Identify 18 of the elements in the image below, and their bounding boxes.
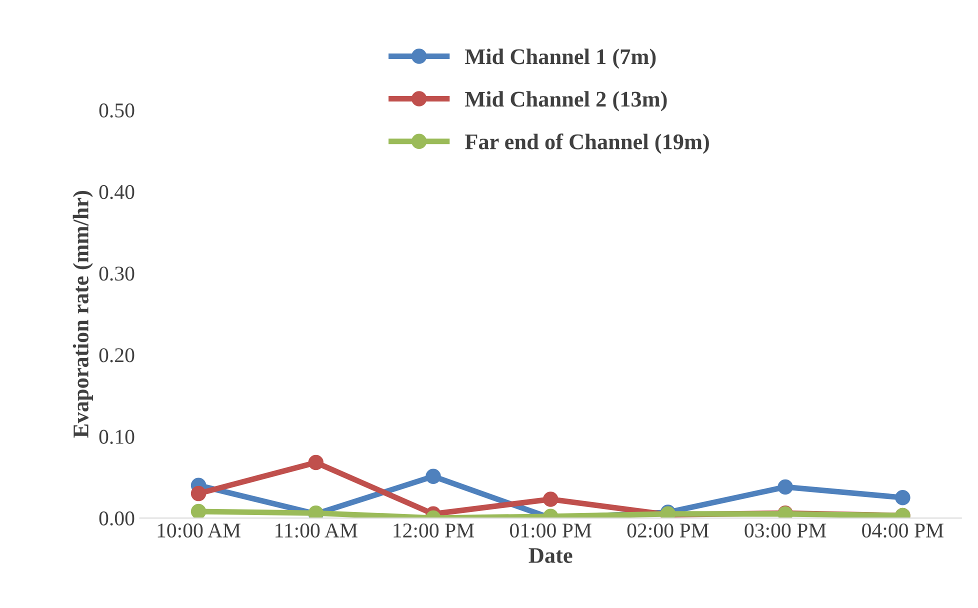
legend-label: Far end of Channel (19m) — [465, 133, 709, 154]
x-tick-label: 02:00 PM — [627, 523, 709, 538]
x-tick-label: 10:00 AM — [158, 523, 240, 538]
legend-label: Mid Channel 2 (13m) — [465, 91, 667, 112]
legend-label: Mid Channel 1 (7m) — [465, 48, 656, 69]
y-tick-label: 0.00 — [99, 511, 134, 526]
x-axis-title: Date — [528, 548, 572, 563]
x-tick-label: 12:00 PM — [394, 523, 474, 538]
y-tick-label: 0.10 — [99, 430, 134, 444]
y-axis-title: Evaporation rate (mm/hr) — [72, 190, 93, 438]
y-tick-label: 0.40 — [99, 185, 134, 200]
x-tick-label: 11:00 AM — [276, 523, 358, 538]
y-tick-label: 0.50 — [99, 103, 134, 118]
x-tick-label: 01:00 PM — [510, 523, 592, 538]
x-tick-label: 04:00 PM — [862, 523, 944, 538]
y-tick-label: 0.20 — [99, 348, 134, 362]
x-tick-label: 03:00 PM — [744, 523, 826, 538]
y-tick-label: 0.30 — [99, 266, 134, 281]
